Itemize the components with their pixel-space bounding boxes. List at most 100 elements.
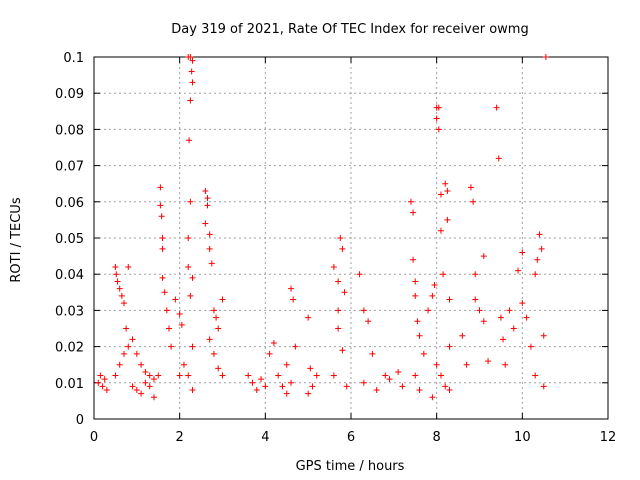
- data-point: [412, 278, 419, 285]
- data-point: [219, 372, 226, 379]
- data-point: [185, 263, 192, 270]
- data-point: [187, 54, 194, 60]
- data-point: [129, 383, 136, 390]
- data-point: [305, 314, 312, 321]
- data-point: [204, 202, 211, 209]
- data-point: [283, 390, 290, 397]
- data-point: [410, 256, 417, 263]
- data-point: [540, 383, 547, 390]
- data-point: [208, 260, 215, 267]
- data-point: [146, 372, 153, 379]
- data-point: [178, 321, 185, 328]
- data-point: [446, 296, 453, 303]
- data-point: [416, 387, 423, 394]
- data-point: [210, 307, 217, 314]
- data-point: [283, 361, 290, 368]
- data-point: [138, 361, 145, 368]
- data-point: [185, 235, 192, 241]
- data-point: [335, 325, 342, 332]
- data-point: [158, 213, 165, 220]
- data-point: [176, 311, 183, 318]
- data-point: [157, 202, 164, 209]
- data-point: [249, 379, 256, 386]
- x-tick-label: 12: [600, 430, 617, 445]
- data-point: [476, 307, 483, 314]
- data-point: [437, 372, 444, 379]
- data-point: [113, 271, 120, 278]
- data-point: [101, 376, 108, 383]
- data-point: [470, 198, 477, 205]
- y-tick-label: 0.07: [55, 160, 84, 175]
- data-point: [534, 256, 541, 263]
- data-point: [356, 271, 363, 278]
- data-point: [150, 394, 157, 401]
- data-point: [155, 372, 162, 379]
- data-point: [189, 79, 196, 86]
- grid: [94, 57, 608, 419]
- data-point: [309, 383, 316, 390]
- data-point: [172, 296, 179, 303]
- data-point: [437, 191, 444, 198]
- y-tick-label: 0.05: [55, 232, 84, 247]
- data-point: [416, 332, 423, 339]
- data-point: [519, 300, 526, 307]
- y-tick-label: 0.04: [55, 268, 84, 283]
- data-point: [187, 292, 194, 299]
- data-point: [369, 350, 376, 357]
- data-point: [407, 198, 414, 205]
- data-point: [500, 336, 507, 343]
- x-ticks: 0 2 4 6 8 10 12: [90, 57, 616, 445]
- data-point: [157, 184, 164, 191]
- data-point: [437, 227, 444, 234]
- data-point: [495, 155, 502, 162]
- data-point: [279, 383, 286, 390]
- data-point: [204, 195, 211, 202]
- data-point: [219, 296, 226, 303]
- data-point: [305, 390, 312, 397]
- x-tick-label: 10: [514, 430, 531, 445]
- data-point: [339, 347, 346, 354]
- data-point: [292, 343, 299, 350]
- data-point: [186, 137, 193, 144]
- data-point: [188, 68, 195, 75]
- data-point: [189, 57, 196, 64]
- data-point: [532, 271, 539, 278]
- data-point: [253, 387, 260, 394]
- data-point: [412, 372, 419, 379]
- data-point: [176, 372, 183, 379]
- data-point: [120, 350, 127, 357]
- data-point: [146, 383, 153, 390]
- data-point: [480, 253, 487, 260]
- data-point: [515, 267, 522, 274]
- data-point: [341, 289, 348, 296]
- data-point: [444, 187, 451, 194]
- data-point: [290, 296, 297, 303]
- data-point: [129, 336, 136, 343]
- data-point: [189, 387, 196, 394]
- data-point: [532, 372, 539, 379]
- data-point: [410, 209, 417, 216]
- data-point: [527, 343, 534, 350]
- data-point: [266, 350, 273, 357]
- x-axis-label: GPS time / hours: [296, 459, 405, 474]
- data-point: [99, 383, 106, 390]
- data-point: [335, 278, 342, 285]
- data-point: [150, 376, 157, 383]
- data-point: [206, 336, 213, 343]
- y-axis-label: ROTI / TECUs: [9, 197, 24, 282]
- data-point: [519, 249, 526, 256]
- y-tick-label: 0.06: [55, 196, 84, 211]
- data-point: [480, 318, 487, 325]
- data-point: [472, 296, 479, 303]
- data-point: [425, 307, 432, 314]
- data-point: [138, 390, 145, 397]
- chart-title: Day 319 of 2021, Rate Of TEC Index for r…: [171, 22, 528, 37]
- data-point: [459, 332, 466, 339]
- data-point: [360, 307, 367, 314]
- data-point: [116, 361, 123, 368]
- data-point: [97, 372, 104, 379]
- data-point: [538, 245, 545, 252]
- data-point: [210, 350, 217, 357]
- data-point: [502, 361, 509, 368]
- data-point: [142, 379, 149, 386]
